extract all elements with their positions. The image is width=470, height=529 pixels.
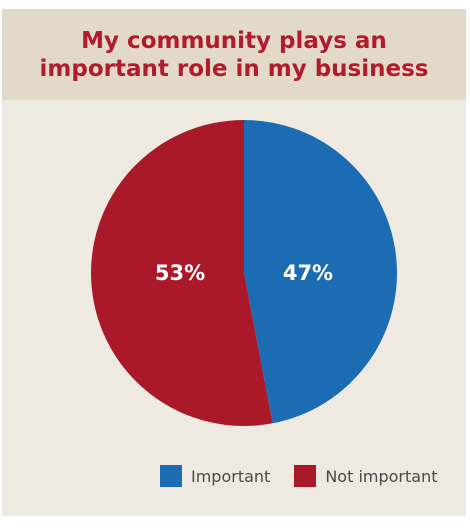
legend-swatch-not-important: [294, 465, 317, 487]
legend-item-not-important: Not important: [294, 465, 438, 487]
pie-slice-not-important: [91, 120, 273, 426]
slice-label-not-important: 53%: [155, 261, 205, 285]
chart-title-line-2: important role in my business: [39, 55, 429, 82]
chart-title-line-1: My community plays an: [81, 27, 387, 54]
pie-slice-important: [244, 120, 398, 424]
chart-header: My community plays an important role in …: [2, 9, 466, 100]
legend-label-not-important: Not important: [325, 466, 438, 486]
legend-item-important: Important: [160, 465, 270, 487]
chart-legend: Important Not important: [160, 465, 462, 487]
slice-label-important: 47%: [283, 261, 333, 285]
legend-label-important: Important: [191, 466, 271, 486]
legend-swatch-important: [160, 465, 182, 487]
